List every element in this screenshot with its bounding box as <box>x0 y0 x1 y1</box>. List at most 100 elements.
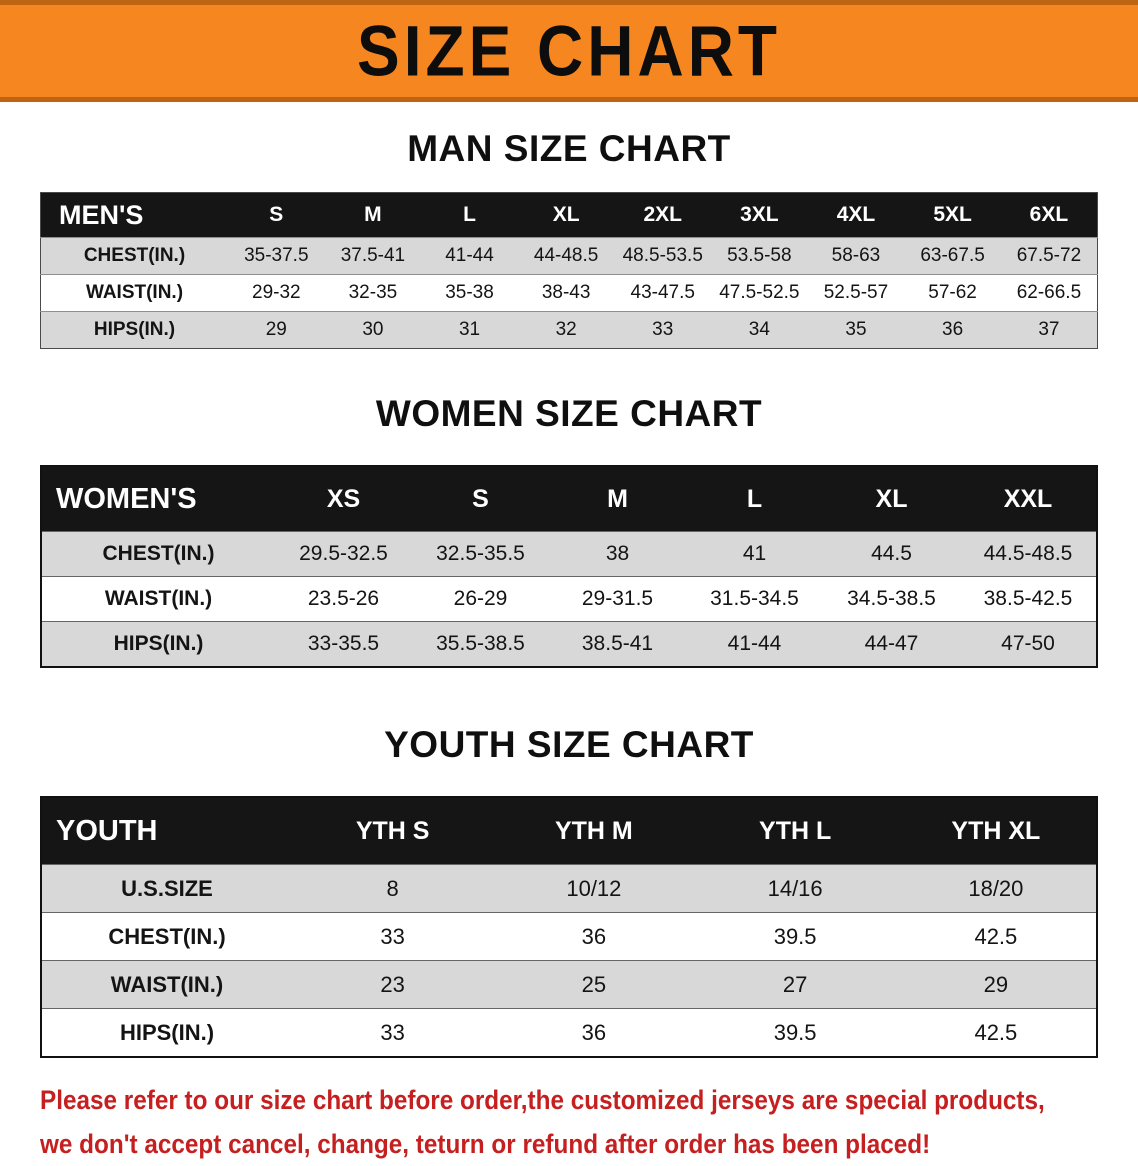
size-chart-sections: MAN SIZE CHART MEN'S S M L XL 2XL 3XL 4XL 5XL 6XL C… <box>0 128 1138 1058</box>
mens-col-l: L <box>421 192 518 238</box>
size-value: 44.5 <box>871 542 912 565</box>
size-value: 32-35 <box>348 282 398 303</box>
size-value: 25 <box>581 971 607 997</box>
mens-row-waist-in: WAIST(IN.) 29-32 32-35 35-38 38-43 43-47.5 47.… <box>40 274 1098 312</box>
row-label: U.S.SIZE <box>121 875 213 901</box>
row-label: WAIST(IN.) <box>110 971 224 997</box>
row-label: WAIST(IN.) <box>104 587 213 610</box>
size-value: 14/16 <box>767 875 823 901</box>
size-value: 37 <box>1038 319 1060 340</box>
size-value: 44.5-48.5 <box>983 542 1073 565</box>
size-value: 34 <box>748 319 770 340</box>
size-value: 44-48.5 <box>533 245 599 266</box>
size-value: 38.5-42.5 <box>983 587 1073 610</box>
womens-row-waist-in: WAIST(IN.) 23.5-26 26-29 29-31.5 31.5-34.5 34… <box>41 576 1097 622</box>
mens-header-row: MEN'S S M L XL 2XL 3XL 4XL 5XL 6XL <box>40 192 1098 238</box>
size-value: 29.5-32.5 <box>299 542 388 565</box>
size-value: 42.5 <box>974 1019 1018 1045</box>
size-value: 27 <box>782 971 808 997</box>
row-label: CHEST(IN.) <box>108 923 226 949</box>
size-value: 36 <box>581 923 607 949</box>
row-label: CHEST(IN.) <box>102 542 215 565</box>
size-value: 43-47.5 <box>630 282 695 303</box>
mens-col-6xl: 6XL <box>1000 192 1098 238</box>
size-value: 29 <box>265 319 287 340</box>
womens-col-xl: XL <box>823 466 960 532</box>
youth-col-yth-l: YTH L <box>694 797 896 865</box>
size-value: 32 <box>555 319 577 340</box>
size-value: 41-44 <box>445 245 494 266</box>
youth-row-u-s-size: U.S.SIZE 8 10/12 14/16 18/20 <box>41 864 1097 913</box>
size-value: 47-50 <box>1001 632 1055 655</box>
mens-col-3xl: 3XL <box>711 192 808 238</box>
size-value: 36 <box>942 319 964 340</box>
mens-col-5xl: 5XL <box>904 192 1001 238</box>
size-value: 31 <box>458 319 481 340</box>
section-youth: YOUTH SIZE CHART YOUTH YTH S YTH M YTH L YTH … <box>0 724 1138 1058</box>
section-mens: MAN SIZE CHART MEN'S S M L XL 2XL 3XL 4XL 5XL 6XL C… <box>0 128 1138 349</box>
page-title: SIZE CHART <box>357 10 781 92</box>
row-label: HIPS(IN.) <box>93 319 176 340</box>
size-value: 39.5 <box>773 1019 817 1045</box>
size-value: 23 <box>380 971 405 997</box>
size-value: 34.5-38.5 <box>847 587 936 610</box>
mens-col-xl: XL <box>517 192 615 238</box>
womens-section-heading: WOMEN SIZE CHART <box>375 393 763 434</box>
womens-col-l: L <box>686 466 823 532</box>
mens-row-chest-in: CHEST(IN.) 35-37.5 37.5-41 41-44 44-48.5 48.5… <box>40 237 1098 275</box>
mens-size-table: MEN'S S M L XL 2XL 3XL 4XL 5XL 6XL CHEST(IN.) 35-37… <box>40 192 1098 349</box>
size-value: 30 <box>362 319 384 340</box>
womens-corner-label: WOMEN'S <box>41 466 275 532</box>
mens-col-m: M <box>324 192 422 238</box>
size-value: 35-38 <box>445 282 494 303</box>
size-value: 39.5 <box>773 923 817 949</box>
size-value: 38.5-41 <box>581 632 654 655</box>
size-value: 63-67.5 <box>920 245 985 266</box>
mens-col-4xl: 4XL <box>807 192 905 238</box>
womens-size-table: WOMEN'S XS S M L XL XXL CHEST(IN.) 29.5-32.5 32.5… <box>40 465 1098 668</box>
size-value: 53.5-58 <box>727 245 792 266</box>
size-value: 52.5-57 <box>823 282 889 303</box>
size-value: 29-32 <box>252 282 301 303</box>
size-value: 62-66.5 <box>1016 282 1082 303</box>
womens-header-row: WOMEN'S XS S M L XL XXL <box>41 466 1097 532</box>
size-value: 18/20 <box>968 875 1024 901</box>
womens-col-xs: XS <box>275 466 412 532</box>
size-value: 26-29 <box>453 587 508 610</box>
youth-header-row: YOUTH YTH S YTH M YTH L YTH XL <box>41 797 1097 865</box>
size-value: 10/12 <box>566 875 622 901</box>
size-value: 32.5-35.5 <box>436 542 525 565</box>
youth-col-yth-xl: YTH XL <box>895 797 1097 865</box>
size-value: 44-47 <box>864 632 919 655</box>
row-label: HIPS(IN.) <box>113 632 204 655</box>
notice-line-2: we don't accept cancel, change, teturn o… <box>40 1122 1138 1166</box>
size-value: 48.5-53.5 <box>622 245 703 266</box>
size-value: 33 <box>380 1019 405 1045</box>
youth-row-waist-in: WAIST(IN.) 23 25 27 29 <box>41 960 1097 1009</box>
size-value: 33 <box>380 923 405 949</box>
notice-line-2-text: we don't accept cancel, change, teturn o… <box>40 1129 931 1159</box>
size-value: 47.5-52.5 <box>719 282 800 303</box>
size-value: 37.5-41 <box>340 245 406 266</box>
notice-line-1-text: Please refer to our size chart before or… <box>40 1085 1045 1115</box>
size-value: 67.5-72 <box>1016 245 1082 266</box>
size-value: 33 <box>652 319 674 340</box>
mens-row-hips-in: HIPS(IN.) 29 30 31 32 33 34 35 36 37 <box>40 311 1098 349</box>
size-value: 31.5-34.5 <box>710 587 799 610</box>
youth-col-yth-m: YTH M <box>493 797 695 865</box>
youth-row-hips-in: HIPS(IN.) 33 36 39.5 42.5 <box>41 1008 1097 1057</box>
youth-section-heading: YOUTH SIZE CHART <box>384 724 754 765</box>
womens-col-xxl: XXL <box>960 466 1097 532</box>
size-value: 42.5 <box>974 923 1018 949</box>
womens-row-hips-in: HIPS(IN.) 33-35.5 35.5-38.5 38.5-41 41-44 44-… <box>41 621 1097 667</box>
size-value: 38 <box>605 542 630 565</box>
footer-notice: Please refer to our size chart before or… <box>40 1078 1138 1166</box>
mens-section-heading: MAN SIZE CHART <box>407 128 731 169</box>
row-label: HIPS(IN.) <box>119 1019 215 1045</box>
size-value: 29 <box>983 971 1009 997</box>
size-value: 58-63 <box>831 245 881 266</box>
mens-col-2xl: 2XL <box>614 192 712 238</box>
size-value: 57-62 <box>928 282 977 303</box>
banner: SIZE CHART <box>0 0 1138 102</box>
